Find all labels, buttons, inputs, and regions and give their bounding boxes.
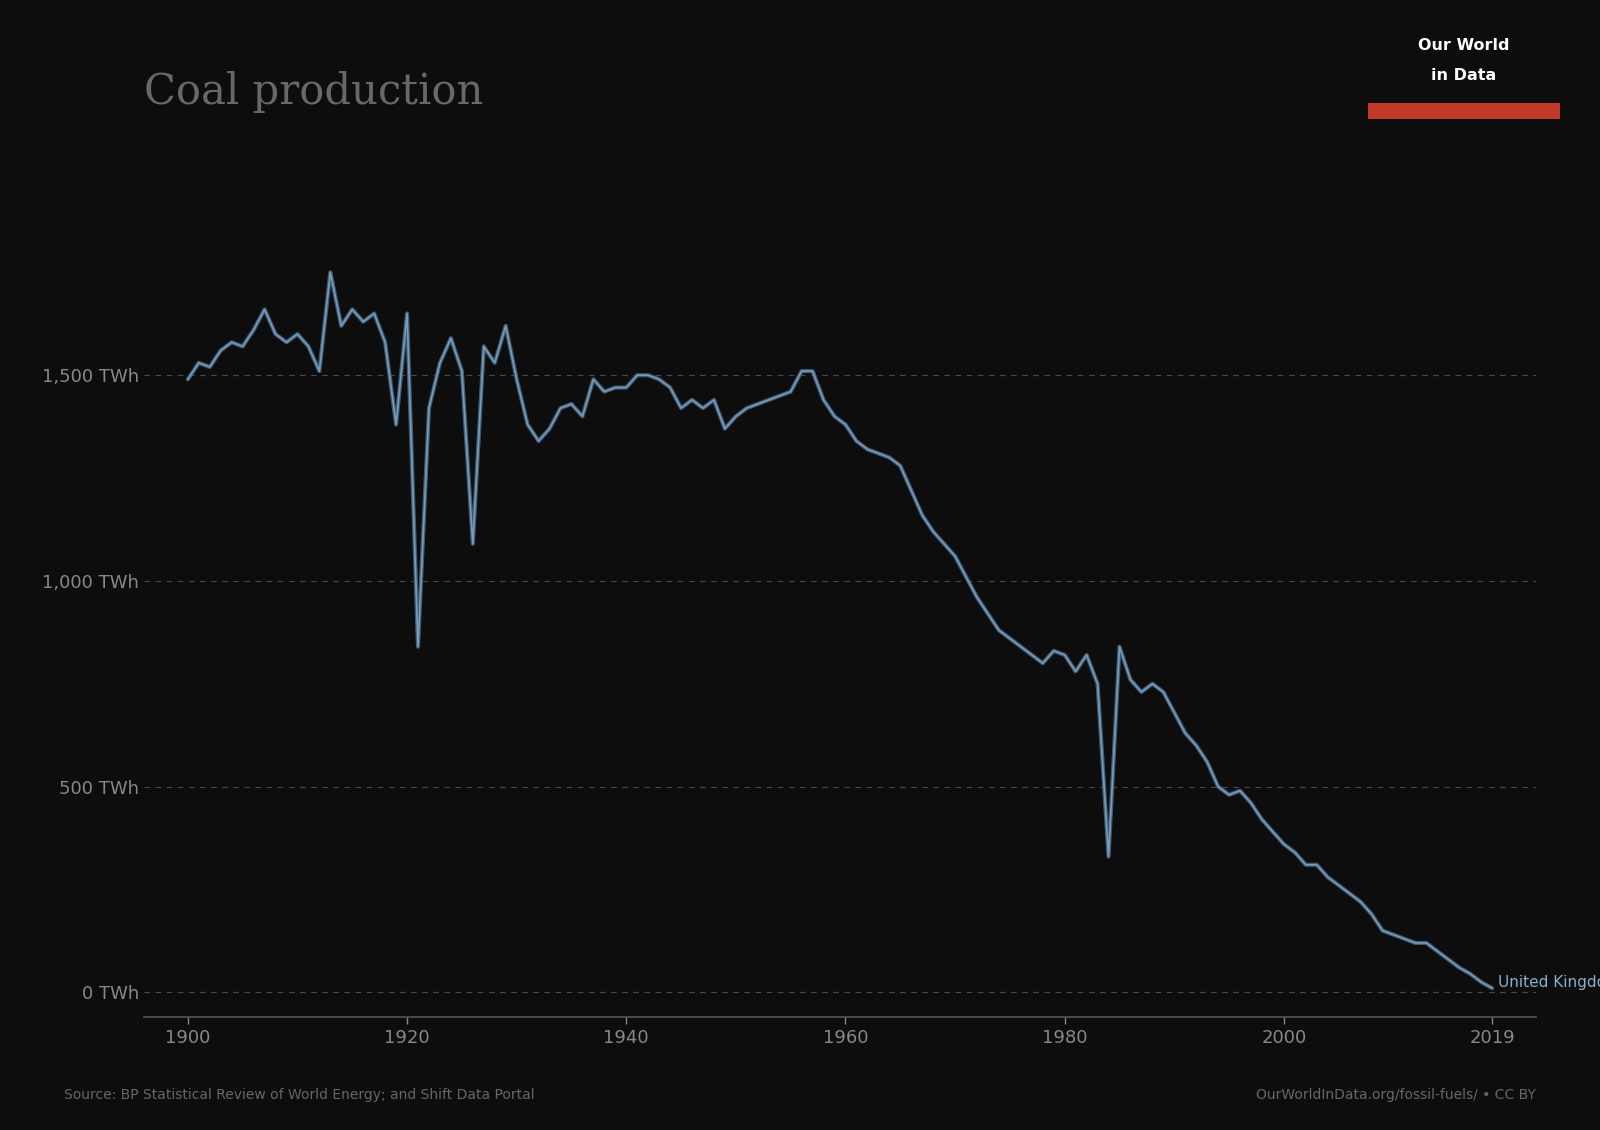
Text: Coal production: Coal production: [144, 71, 483, 113]
Text: in Data: in Data: [1432, 69, 1496, 84]
Text: Our World: Our World: [1418, 38, 1510, 53]
FancyBboxPatch shape: [1368, 104, 1560, 119]
Text: Source: BP Statistical Review of World Energy; and Shift Data Portal: Source: BP Statistical Review of World E…: [64, 1088, 534, 1102]
Text: OurWorldInData.org/fossil-fuels/ • CC BY: OurWorldInData.org/fossil-fuels/ • CC BY: [1256, 1088, 1536, 1102]
Text: United Kingdom: United Kingdom: [1498, 974, 1600, 990]
